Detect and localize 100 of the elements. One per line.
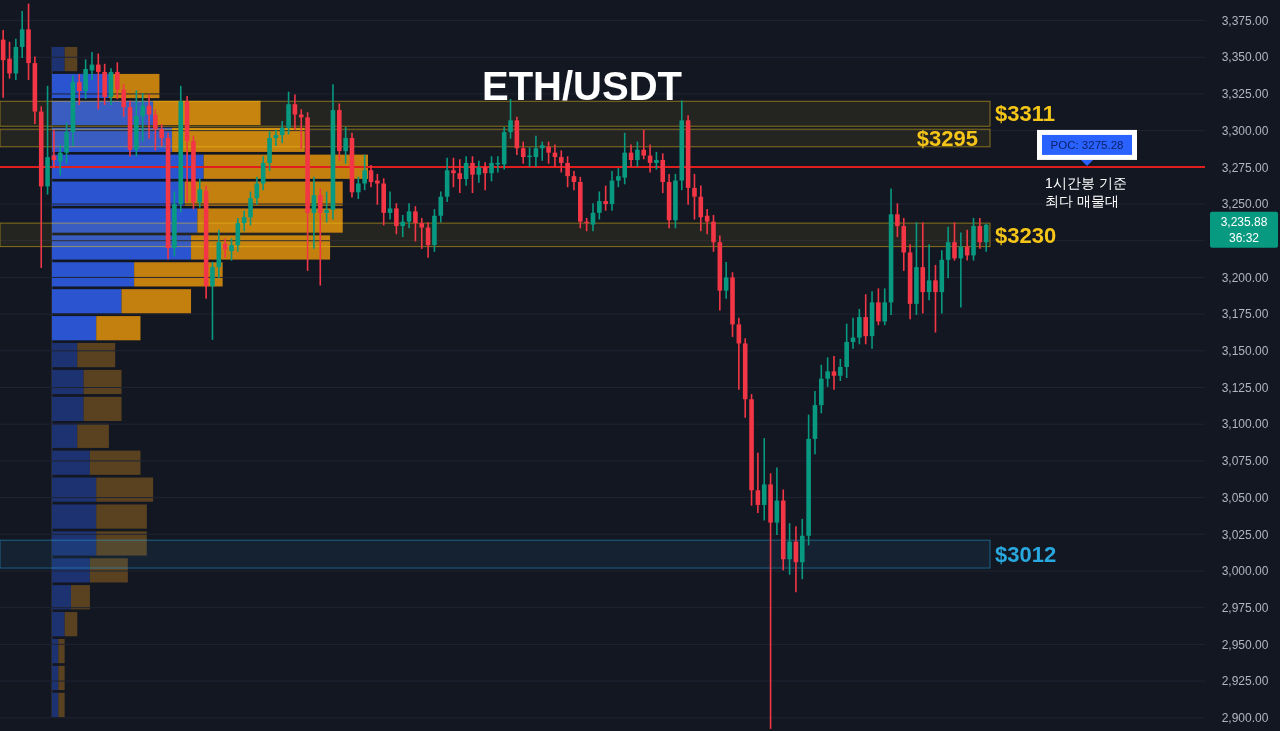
band-label: $3295 <box>916 125 978 151</box>
bar <box>58 638 65 664</box>
candlestick <box>229 238 234 261</box>
y-tick-label: 3,100.00 <box>1221 417 1269 432</box>
candlestick <box>343 126 348 164</box>
y-tick-label: 3,350.00 <box>1221 50 1269 65</box>
y-tick-label: 3,200.00 <box>1221 270 1269 285</box>
bar <box>52 369 84 395</box>
candlestick <box>831 355 837 390</box>
candlestick <box>115 62 120 100</box>
bar <box>64 612 78 637</box>
candlestick <box>895 203 900 238</box>
y-tick-label: 3,275.00 <box>1221 160 1269 175</box>
y-tick-label: 2,925.00 <box>1221 674 1269 689</box>
candlestick <box>210 261 215 340</box>
candlestick <box>603 185 608 211</box>
candlestick <box>558 150 564 173</box>
bar <box>58 692 65 717</box>
candlestick <box>76 74 82 106</box>
bar <box>83 369 122 395</box>
bar <box>52 342 78 368</box>
bar <box>96 504 147 529</box>
candlestick <box>692 173 697 220</box>
bar <box>52 423 78 448</box>
y-tick-label: 3,125.00 <box>1221 380 1269 395</box>
ref-line-label: POC: 3275.28 <box>1050 138 1124 151</box>
candlestick <box>863 294 868 345</box>
bar <box>96 531 147 556</box>
candlestick <box>419 217 425 249</box>
y-tick-label: 3,150.00 <box>1221 344 1269 359</box>
text: 3,235.88 <box>1220 214 1268 229</box>
bar <box>77 342 116 368</box>
candlestick <box>546 141 551 164</box>
bar <box>96 477 154 502</box>
bar <box>52 47 65 72</box>
bar <box>70 585 90 610</box>
bar <box>52 289 122 314</box>
candlestick <box>451 157 456 188</box>
y-tick-label: 3,250.00 <box>1221 197 1269 212</box>
bar <box>83 396 122 422</box>
y-tick-label: 3,325.00 <box>1221 87 1269 102</box>
candlestick <box>324 191 329 223</box>
candlestick <box>400 214 406 238</box>
candlestick <box>83 59 88 100</box>
y-tick-label: 2,950.00 <box>1221 637 1269 652</box>
bar <box>96 316 141 341</box>
candlestick <box>387 191 393 220</box>
candlestick <box>406 203 412 229</box>
y-tick-label: 3,375.00 <box>1221 13 1269 28</box>
candlestick <box>825 357 830 387</box>
candlestick <box>159 123 165 147</box>
candlestick <box>597 191 602 220</box>
text: 36:32 <box>1228 230 1260 245</box>
candlestick <box>520 141 526 164</box>
bar <box>52 316 97 341</box>
candlestick <box>121 84 126 117</box>
candlestick <box>140 93 145 142</box>
annotation: 1시간봉 기준 최다 매물대 <box>1045 174 1127 209</box>
bar <box>89 450 141 475</box>
bar <box>89 558 128 583</box>
candlestick <box>641 129 647 160</box>
candlestick <box>723 261 729 299</box>
y-tick-label: 3,300.00 <box>1221 123 1269 138</box>
candlestick <box>476 160 482 183</box>
bar <box>58 665 65 691</box>
y-tick-label: 3,000.00 <box>1221 564 1269 579</box>
bar <box>52 638 59 664</box>
bar <box>77 423 109 448</box>
bar <box>52 692 59 717</box>
candlestick <box>248 191 253 226</box>
y-tick-label: 3,050.00 <box>1221 490 1269 505</box>
candlestick <box>711 214 716 252</box>
bar <box>52 612 65 637</box>
y-tick-label: 2,975.00 <box>1221 600 1269 615</box>
candlestick <box>489 156 494 182</box>
candlestick <box>356 176 361 199</box>
y-tick-label: 3,025.00 <box>1221 527 1269 542</box>
bar <box>52 531 97 556</box>
candlestick <box>761 438 767 521</box>
bar <box>52 504 97 529</box>
bar <box>121 289 192 314</box>
candlestick <box>838 358 843 381</box>
candlestick <box>470 156 475 194</box>
candlestick <box>438 191 444 223</box>
bar <box>64 47 78 72</box>
candlestick <box>317 188 323 286</box>
candlestick <box>508 99 513 139</box>
candlestick <box>787 523 792 575</box>
candlestick <box>57 144 63 176</box>
bar <box>52 558 90 583</box>
bar <box>52 262 135 287</box>
y-tick-label: 2,900.00 <box>1221 710 1269 725</box>
text: ETH/USDT <box>482 64 682 108</box>
candlestick <box>197 178 203 208</box>
bar <box>52 585 71 610</box>
candlestick <box>362 154 367 191</box>
candlestick <box>96 53 101 110</box>
bar <box>52 477 97 502</box>
candlestick <box>876 288 881 326</box>
candlestick <box>933 264 938 333</box>
